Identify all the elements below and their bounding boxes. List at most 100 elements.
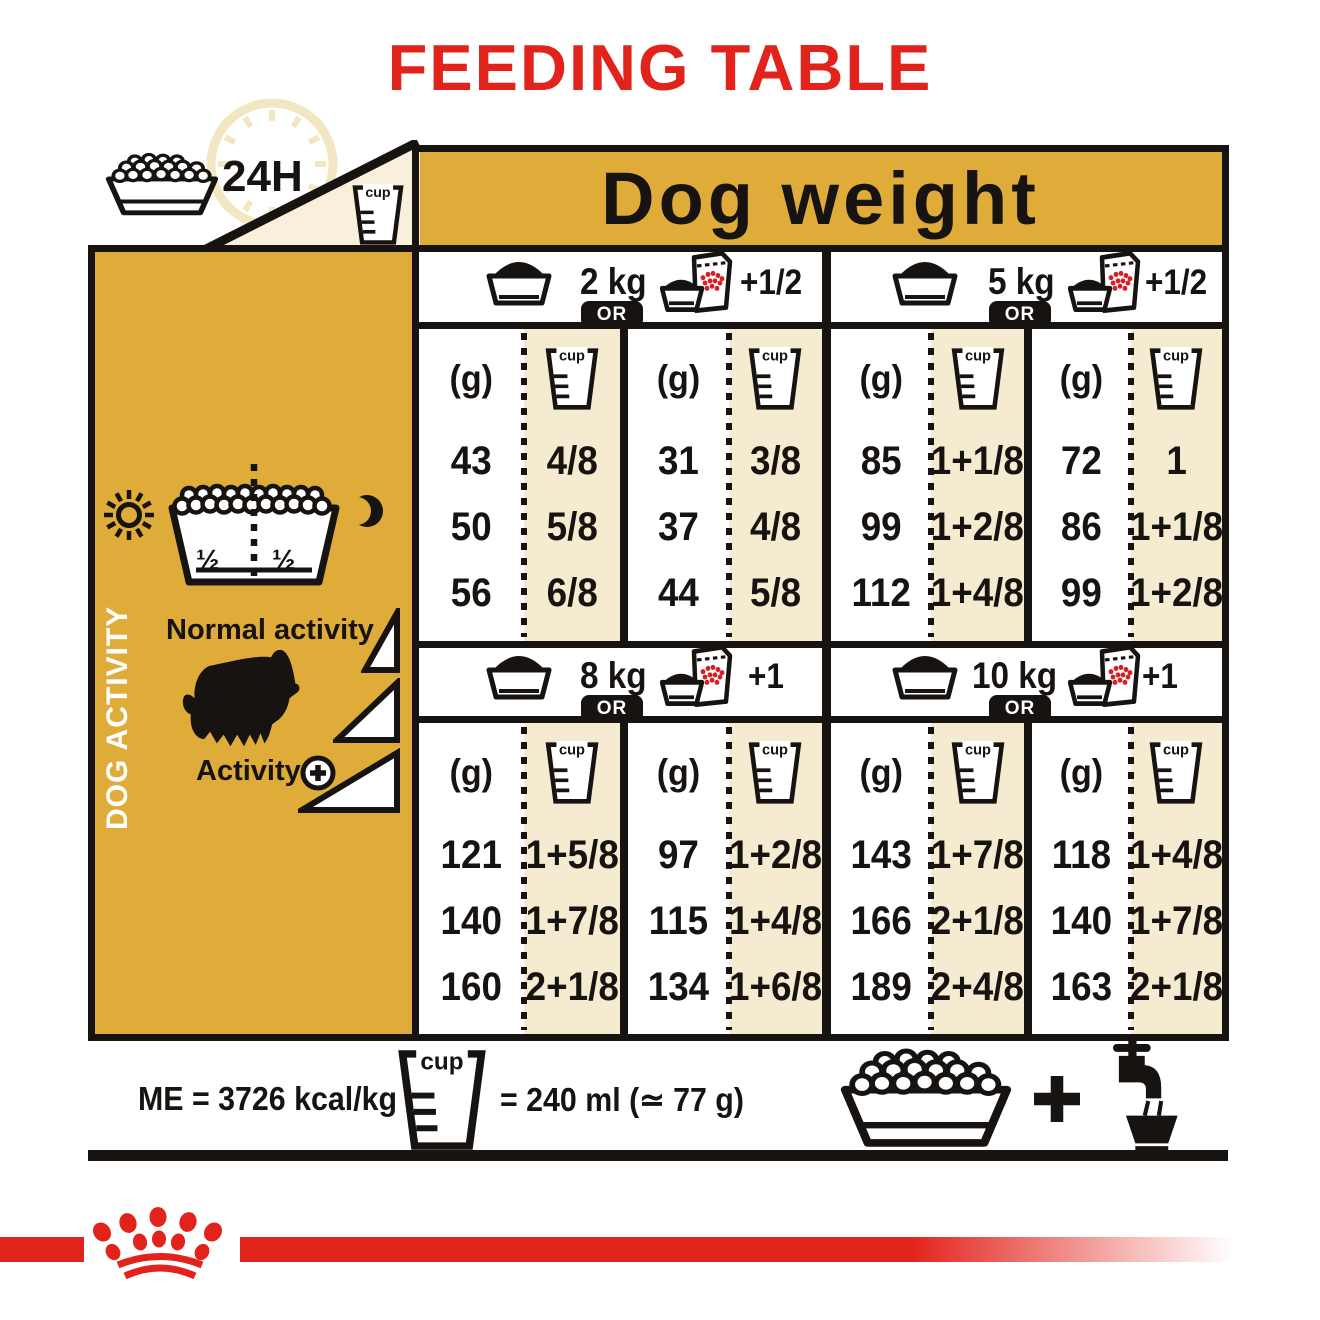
grams-column: (g) 85 99 112	[831, 329, 931, 641]
dog-activity-sidebar	[95, 252, 412, 1034]
grams-value: 163	[1050, 964, 1113, 1009]
cup-column: 3/8 4/8 5/8	[728, 329, 822, 641]
grams-value: 121	[440, 832, 502, 877]
cup-icon	[1131, 329, 1222, 428]
kibble-bowl-icon	[838, 1044, 1014, 1148]
dotted-divider	[1127, 333, 1134, 637]
cup-value: 1	[1166, 438, 1187, 483]
grid-line	[620, 322, 628, 648]
dotted-divider	[928, 727, 935, 1030]
grams-column: (g) 72 86 99	[1032, 329, 1131, 641]
grams-value: 50	[450, 504, 492, 549]
cup-value: 1+1/8	[931, 438, 1025, 483]
grams-header: (g)	[859, 751, 903, 793]
weight-label-5kg: 5 kg	[988, 261, 1055, 302]
grams-value: 86	[1060, 504, 1102, 549]
moon-icon	[350, 495, 383, 527]
grams-value: 99	[1060, 570, 1102, 615]
cup-value: 1+4/8	[931, 570, 1025, 615]
cup-value: 1+2/8	[1129, 570, 1223, 615]
grams-value: 160	[440, 964, 502, 1009]
grams-header: (g)	[449, 357, 493, 399]
me-kcal-label: ME = 3726 kcal/kg	[138, 1080, 398, 1117]
pouch-bowl-icon	[1068, 250, 1150, 316]
cup-icon	[931, 723, 1024, 822]
grams-value: 37	[657, 504, 699, 549]
grams-value: 115	[648, 898, 709, 943]
cup-value: 1+7/8	[931, 832, 1025, 877]
kibble-bowl-icon	[104, 150, 220, 216]
cup-equivalence-label: = 240 ml (≃ 77 g)	[500, 1081, 744, 1118]
grams-value: 43	[450, 438, 492, 483]
cup-icon	[1131, 723, 1222, 822]
cup-value: 2+1/8	[1129, 964, 1223, 1009]
brand-stripe-left	[0, 1237, 84, 1262]
cup-value: 2+1/8	[931, 898, 1025, 943]
pouch-bowl-icon	[1068, 644, 1150, 710]
page-title: FEEDING TABLE	[387, 31, 933, 104]
half-half-bowl-icon	[168, 464, 340, 586]
cup-value: 4/8	[546, 438, 598, 483]
dog-bowl-icon	[486, 256, 552, 308]
cup-value: 1+4/8	[1129, 832, 1223, 877]
dotted-divider	[520, 727, 527, 1030]
dotted-divider	[725, 727, 732, 1030]
dog-bowl-icon	[486, 650, 552, 702]
activity-label: Activity	[196, 755, 301, 787]
cup-icon	[524, 723, 620, 822]
cup-value: 1+4/8	[728, 898, 822, 943]
dog-activity-vertical-label: DOG ACTIVITY	[101, 605, 134, 831]
extra-portion-label: +1	[1142, 657, 1178, 696]
grams-value: 140	[440, 898, 502, 943]
cup-column: 1+4/8 1+7/8 2+1/8	[1129, 723, 1223, 1034]
dotted-divider	[725, 333, 732, 637]
cup-value: 3/8	[749, 438, 802, 483]
or-badge: OR	[989, 695, 1051, 722]
cup-column: 1+5/8 1+7/8 2+1/8	[523, 723, 620, 1034]
dog-bowl-icon	[892, 256, 958, 308]
grams-value: 56	[450, 570, 492, 615]
weight-label-2kg: 2 kg	[580, 261, 647, 302]
subtable-10kg-dry: (g) 143 166 189 1+7/8 2+1/8 2+4/8	[831, 723, 1024, 1034]
cup-icon	[729, 329, 822, 428]
dog-bowl-icon	[892, 650, 958, 702]
pouch-bowl-icon	[660, 644, 742, 710]
sun-icon	[104, 490, 154, 540]
grams-value: 112	[851, 570, 911, 615]
water-tap-icon	[1086, 1036, 1180, 1158]
cup-value: 1+5/8	[525, 832, 619, 877]
subtable-2kg-dry: (g) 43 50 56 4/8 5/8 6/8	[419, 329, 620, 641]
cup-value: 1+2/8	[931, 504, 1025, 549]
grams-header: (g)	[656, 751, 701, 793]
grams-value: 72	[1060, 438, 1102, 483]
subtable-10kg-mixed: (g) 118 140 163 1+4/8 1+7/8 2+1/8	[1032, 723, 1223, 1034]
grid-line	[412, 641, 1229, 648]
dachshund-icon	[180, 650, 308, 758]
plus-icon	[1034, 1076, 1080, 1122]
cup-value: 2+4/8	[931, 964, 1025, 1009]
footer-rule	[88, 1150, 1228, 1161]
weight-label-10kg: 10 kg	[972, 655, 1058, 696]
grams-value: 97	[657, 832, 699, 877]
grams-value: 140	[1050, 898, 1113, 943]
grams-header: (g)	[449, 751, 493, 793]
grams-value: 143	[850, 832, 912, 877]
pouch-bowl-icon	[660, 250, 742, 316]
grams-header: (g)	[1059, 751, 1104, 793]
dotted-divider	[928, 333, 935, 637]
grams-column: (g) 143 166 189	[831, 723, 931, 1034]
grams-header: (g)	[859, 357, 903, 399]
cup-value: 1+2/8	[728, 832, 822, 877]
grams-value: 189	[850, 964, 912, 1009]
measuring-cup-icon	[352, 184, 404, 246]
cup-column: 4/8 5/8 6/8	[523, 329, 620, 641]
cup-value: 5/8	[546, 504, 598, 549]
activity-triangle-large-icon	[298, 748, 400, 813]
cup-value: 5/8	[749, 570, 802, 615]
cup-column: 1+7/8 2+1/8 2+4/8	[931, 723, 1024, 1034]
grid-line	[88, 245, 1229, 252]
dog-weight-header: Dog weight	[419, 152, 1222, 245]
cup-value: 6/8	[546, 570, 598, 615]
cup-value: 2+1/8	[525, 964, 619, 1009]
cup-icon	[729, 723, 822, 822]
